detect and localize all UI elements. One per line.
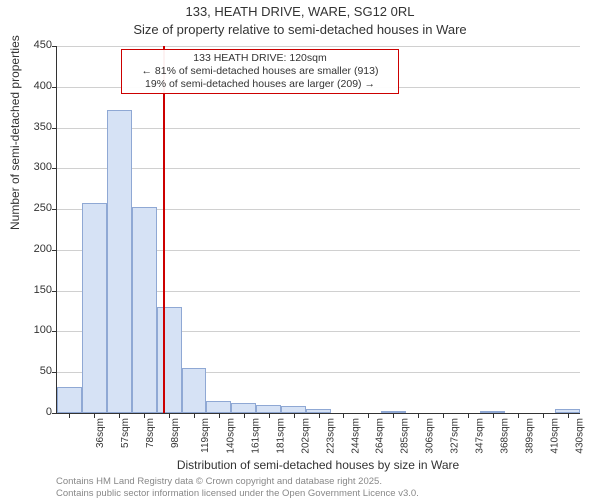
plot-area: 133 HEATH DRIVE: 120sqm← 81% of semi-det…	[56, 46, 580, 414]
y-tick-label: 300	[12, 161, 52, 173]
x-tick	[418, 413, 419, 418]
histogram-bar	[82, 203, 107, 413]
annotation-line-2: ← 81% of semi-detached houses are smalle…	[126, 65, 394, 78]
x-tick-label: 140sqm	[226, 418, 237, 454]
footnote-1: Contains HM Land Registry data © Crown c…	[56, 476, 382, 487]
x-tick-label: 98sqm	[170, 418, 181, 448]
histogram-bar	[206, 401, 231, 413]
x-tick-label: 57sqm	[120, 418, 131, 448]
grid-line	[57, 168, 580, 169]
x-tick	[294, 413, 295, 418]
y-tick	[52, 168, 57, 169]
y-tick-label: 50	[12, 365, 52, 377]
y-tick-label: 0	[12, 406, 52, 418]
x-tick	[69, 413, 70, 418]
y-tick-label: 450	[12, 39, 52, 51]
x-tick	[543, 413, 544, 418]
x-tick	[194, 413, 195, 418]
x-tick-label: 327sqm	[450, 418, 461, 454]
x-tick	[468, 413, 469, 418]
y-tick-label: 400	[12, 80, 52, 92]
x-tick	[244, 413, 245, 418]
y-tick	[52, 87, 57, 88]
y-tick	[52, 250, 57, 251]
histogram-bar	[231, 403, 256, 413]
y-tick	[52, 209, 57, 210]
y-tick-label: 150	[12, 284, 52, 296]
grid-line	[57, 46, 580, 47]
x-tick	[219, 413, 220, 418]
y-tick	[52, 291, 57, 292]
x-tick	[518, 413, 519, 418]
x-tick	[493, 413, 494, 418]
histogram-bar	[157, 307, 182, 413]
marker-line	[163, 46, 165, 413]
y-axis-title: Number of semi-detached properties	[8, 35, 22, 230]
y-tick-label: 100	[12, 324, 52, 336]
chart-container: 133, HEATH DRIVE, WARE, SG12 0RL Size of…	[0, 0, 600, 500]
y-tick-label: 250	[12, 202, 52, 214]
x-tick-label: 430sqm	[574, 418, 585, 454]
x-tick-label: 36sqm	[95, 418, 106, 448]
x-tick-label: 244sqm	[350, 418, 361, 454]
histogram-bar	[107, 110, 132, 413]
chart-title-sub: Size of property relative to semi-detach…	[0, 22, 600, 37]
x-tick	[343, 413, 344, 418]
x-tick	[443, 413, 444, 418]
x-tick	[568, 413, 569, 418]
histogram-bar	[57, 387, 82, 413]
x-tick	[393, 413, 394, 418]
x-axis-title: Distribution of semi-detached houses by …	[56, 458, 580, 472]
y-tick	[52, 128, 57, 129]
annotation-box: 133 HEATH DRIVE: 120sqm← 81% of semi-det…	[121, 49, 399, 94]
x-tick-label: 119sqm	[200, 418, 211, 453]
x-tick	[319, 413, 320, 418]
x-tick-label: 368sqm	[500, 418, 511, 454]
y-tick-label: 350	[12, 121, 52, 133]
x-tick-label: 285sqm	[400, 418, 411, 454]
y-tick-label: 200	[12, 243, 52, 255]
y-tick	[52, 331, 57, 332]
y-tick	[52, 413, 57, 414]
x-tick-label: 223sqm	[325, 418, 336, 454]
annotation-line-1: 133 HEATH DRIVE: 120sqm	[126, 52, 394, 65]
x-tick-label: 161sqm	[250, 418, 261, 454]
x-tick-label: 264sqm	[375, 418, 386, 454]
y-tick	[52, 372, 57, 373]
x-tick-label: 347sqm	[475, 418, 486, 454]
histogram-bar	[256, 405, 281, 413]
x-tick-label: 410sqm	[549, 418, 560, 454]
grid-line	[57, 128, 580, 129]
x-tick-label: 181sqm	[275, 418, 286, 454]
chart-title-main: 133, HEATH DRIVE, WARE, SG12 0RL	[0, 4, 600, 19]
histogram-bar	[182, 368, 207, 413]
histogram-bar	[132, 207, 157, 413]
footnote-2: Contains public sector information licen…	[56, 488, 419, 499]
x-tick	[368, 413, 369, 418]
annotation-line-3: 19% of semi-detached houses are larger (…	[126, 78, 394, 91]
x-tick-label: 202sqm	[300, 418, 311, 454]
x-tick-label: 389sqm	[524, 418, 535, 454]
x-tick-label: 78sqm	[145, 418, 156, 448]
y-tick	[52, 46, 57, 47]
x-tick	[269, 413, 270, 418]
x-tick-label: 306sqm	[425, 418, 436, 454]
